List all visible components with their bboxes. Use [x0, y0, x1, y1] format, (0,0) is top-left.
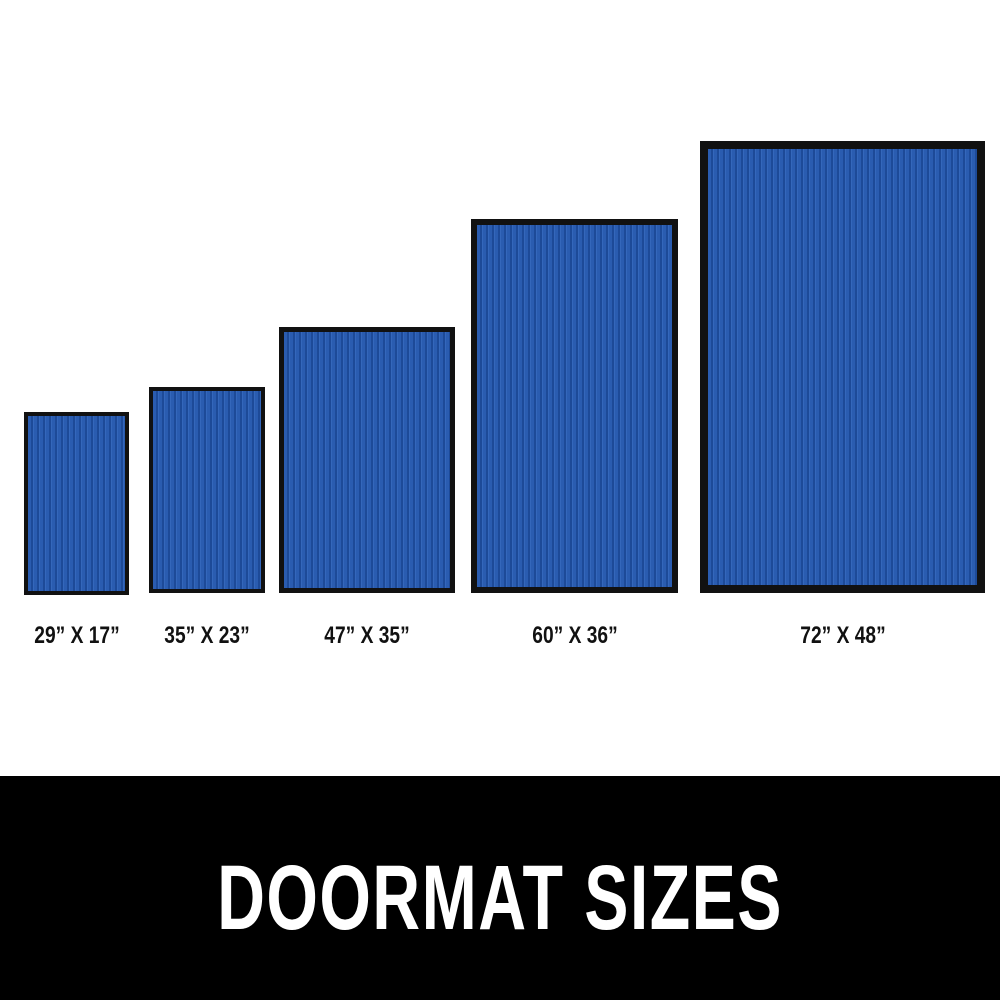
doormat-image-5	[700, 141, 985, 593]
size-label-1: 29” X 17”	[34, 622, 120, 649]
doormat-image-3	[279, 327, 455, 593]
title-banner	[0, 776, 1000, 1000]
size-label-2: 35” X 23”	[164, 622, 250, 649]
size-label-4: 60” X 36”	[532, 622, 618, 649]
size-label-5: 72” X 48”	[800, 622, 886, 649]
doormat-image-4	[471, 219, 678, 593]
doormat-image-1	[24, 412, 129, 595]
page-title: DOORMAT SIZES	[217, 847, 783, 949]
doormat-image-2	[149, 387, 265, 593]
size-label-3: 47” X 35”	[324, 622, 410, 649]
